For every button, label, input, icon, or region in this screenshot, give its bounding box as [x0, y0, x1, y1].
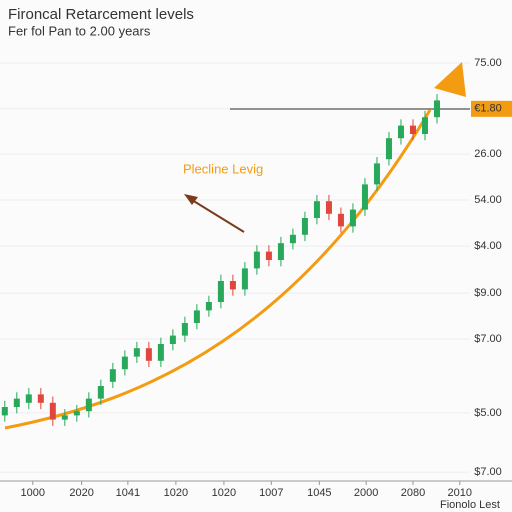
- candle-body: [373, 163, 380, 185]
- x-tick-label: 1045: [307, 487, 331, 499]
- candle-body: [337, 213, 344, 227]
- x-tick-label: 1020: [212, 487, 236, 499]
- candle-body: [157, 344, 164, 361]
- trend-curve: [4, 109, 432, 430]
- candle-body: [385, 138, 392, 160]
- y-tick-label: $9.00: [474, 287, 502, 299]
- candle-body: [325, 201, 332, 214]
- chart-subtitle: Fer fol Pan to 2.00 years: [8, 23, 151, 38]
- annotation-arrow-head: [184, 194, 198, 205]
- candle-body: [181, 323, 188, 336]
- candle-body: [73, 411, 80, 416]
- x-tick-label: 1041: [116, 487, 140, 499]
- tick-highlight: [471, 100, 512, 117]
- candle-body: [37, 394, 44, 403]
- candle-body: [133, 348, 140, 357]
- candle-body: [229, 281, 236, 290]
- x-tick-label: 1020: [164, 487, 188, 499]
- candle-body: [289, 234, 296, 244]
- candle-body: [49, 402, 56, 420]
- x-tick-label: 2020: [69, 487, 93, 499]
- candle-body: [85, 398, 92, 412]
- candle-body: [421, 117, 428, 134]
- y-tick-label: $7.00: [474, 333, 502, 345]
- candle-body: [145, 348, 152, 361]
- y-tick-label: €1.80: [474, 103, 502, 115]
- candle-body: [253, 251, 260, 269]
- candle-body: [397, 125, 404, 139]
- trend-arrow-head: [434, 62, 466, 97]
- annotation-arrow: [191, 199, 245, 233]
- candle-body: [121, 356, 128, 370]
- y-tick-label: 26.00: [474, 148, 502, 160]
- candle-body: [433, 100, 440, 118]
- candle-body: [13, 398, 20, 407]
- candle-body: [349, 209, 356, 227]
- candle-body: [409, 125, 416, 134]
- candle-body: [1, 407, 8, 416]
- candle-body: [313, 201, 320, 218]
- candle-body: [193, 310, 200, 323]
- y-tick-label: $5.00: [474, 407, 502, 419]
- y-tick-label: 54.00: [474, 194, 502, 206]
- chart-title: Fironcal Retarcement levels: [8, 6, 194, 23]
- candle-body: [61, 415, 68, 420]
- candle-body: [205, 302, 212, 311]
- x-tick-label: 1000: [21, 487, 45, 499]
- y-tick-label: $7.00: [474, 466, 502, 478]
- candle-body: [109, 369, 116, 382]
- candle-body: [217, 281, 224, 302]
- candle-body: [265, 251, 272, 260]
- y-tick-label: 75.00: [474, 57, 502, 69]
- footnote: Fionolo Lest: [440, 499, 500, 511]
- x-tick-label: 2000: [354, 487, 378, 499]
- candle-body: [169, 335, 176, 344]
- candle-body: [301, 218, 308, 235]
- x-tick-label: 2080: [401, 487, 425, 499]
- annotation: Plecline Levig: [183, 161, 263, 176]
- candle-body: [277, 243, 284, 260]
- candle-body: [241, 268, 248, 290]
- y-tick-label: $4.00: [474, 240, 502, 252]
- x-tick-label: 1007: [259, 487, 283, 499]
- candle-body: [25, 394, 32, 403]
- candle-body: [97, 386, 104, 399]
- x-tick-label: 2010: [448, 487, 472, 499]
- candle-body: [361, 184, 368, 210]
